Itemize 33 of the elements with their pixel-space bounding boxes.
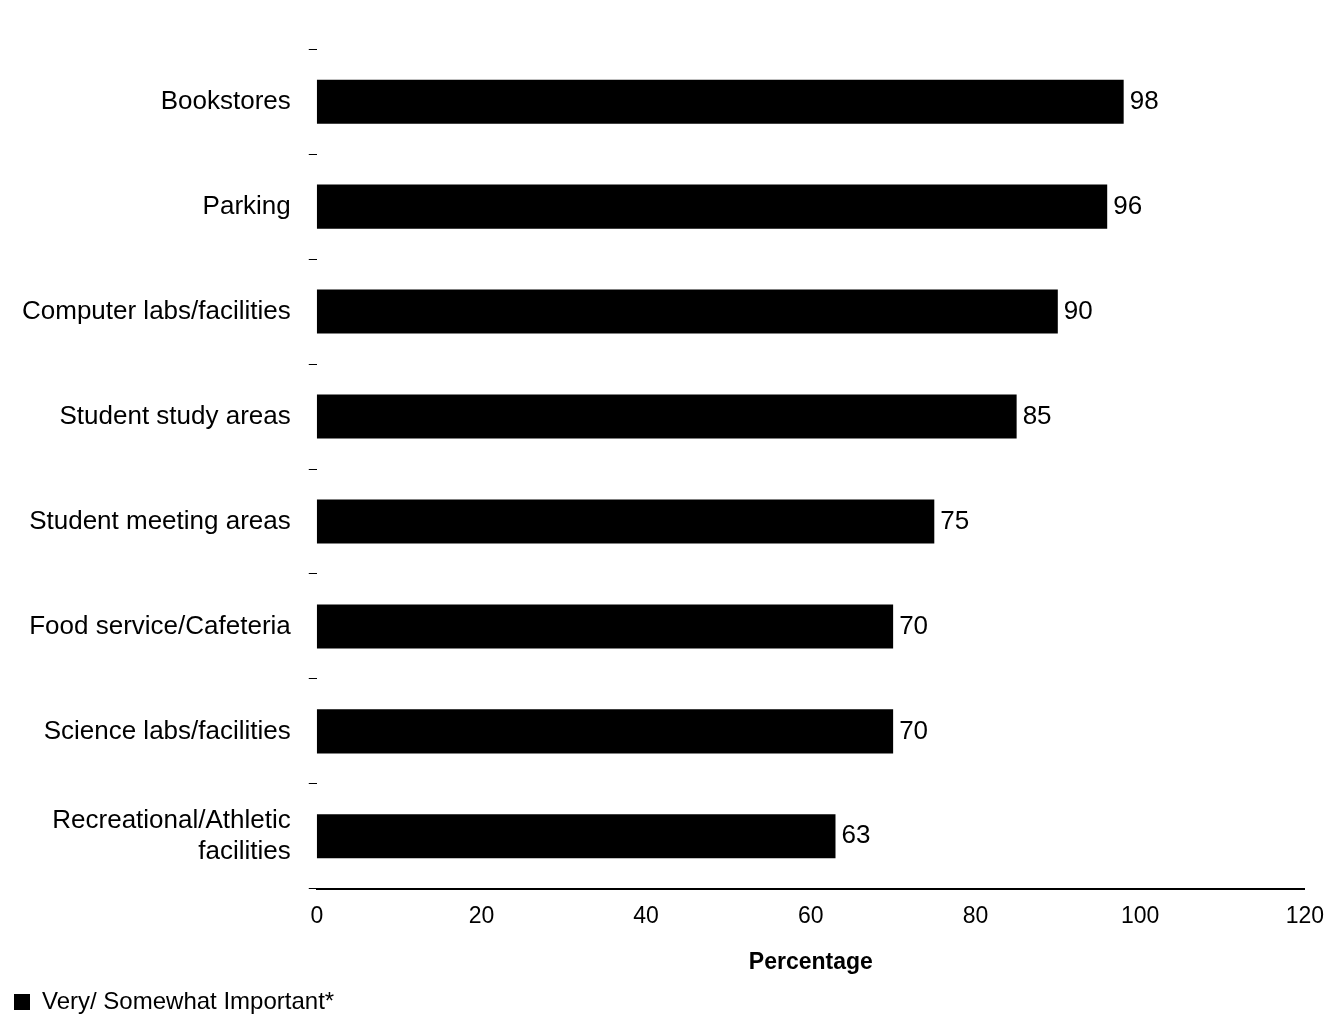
bar [316, 709, 894, 754]
bar [316, 79, 1124, 124]
y-tick-label: Food service/Cafeteria [29, 609, 292, 640]
y-tick-label: Bookstores [160, 84, 291, 115]
y-tick-label: Parking [202, 189, 291, 220]
y-tick-label: Student meeting areas [29, 504, 291, 535]
bar [316, 289, 1058, 334]
data-label: 85 [1022, 399, 1052, 430]
bar [316, 814, 836, 859]
data-label: 75 [940, 504, 970, 535]
y-tick-label: Computer labs/facilities [21, 294, 291, 325]
x-tick-label: 40 [633, 901, 659, 928]
x-tick-label: 120 [1285, 901, 1324, 928]
bar [316, 604, 894, 649]
data-label: 70 [899, 714, 929, 745]
data-label: 98 [1129, 84, 1159, 115]
bar [316, 499, 935, 544]
data-label: 63 [841, 819, 871, 850]
data-label: 90 [1063, 294, 1093, 325]
y-tick-label: Student study areas [59, 399, 291, 430]
x-tick-label: 100 [1120, 901, 1160, 928]
y-tick-label: Science labs/facilities [43, 714, 291, 745]
x-tick-label: 60 [798, 901, 824, 928]
legend-label: Very/ Somewhat Important* [42, 986, 335, 1014]
x-tick-label: 20 [468, 901, 495, 928]
bar [316, 394, 1017, 439]
x-axis-title: Percentage [748, 947, 873, 974]
data-label: 70 [899, 609, 929, 640]
x-tick-label: 80 [962, 901, 989, 928]
y-tick-label: Recreational/Athletic facilities [52, 803, 291, 866]
x-tick-label: 0 [310, 901, 324, 928]
bar [316, 184, 1108, 229]
data-label: 96 [1113, 189, 1143, 220]
